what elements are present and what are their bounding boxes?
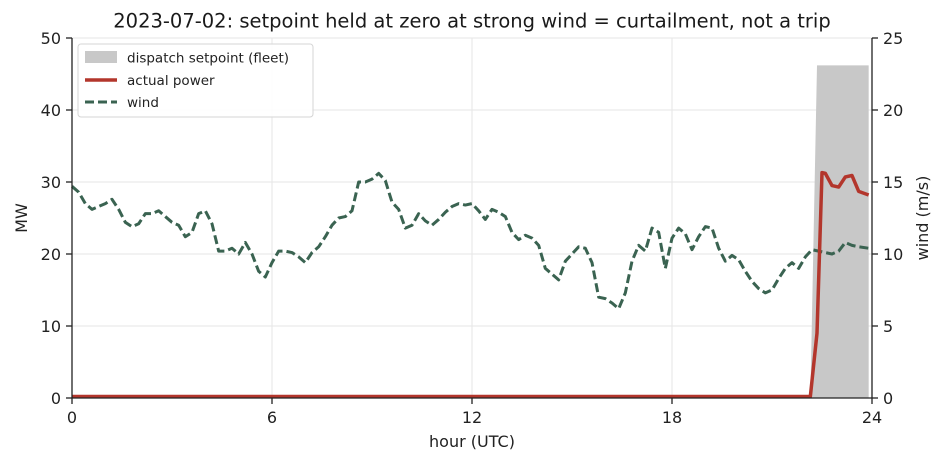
- actual-power-line: [72, 170, 870, 399]
- legend-label-wind: wind: [127, 95, 159, 111]
- x-tick-label: 12: [462, 408, 482, 427]
- y-tick-label: 20: [41, 245, 61, 264]
- x-tick-label: 18: [662, 408, 682, 427]
- y-axis-label: MW: [12, 203, 31, 233]
- y2-tick-label: 25: [883, 29, 903, 48]
- y2-axis-label: wind (m/s): [913, 176, 932, 261]
- y-tick-label: 50: [41, 29, 61, 48]
- wind-line: [71, 171, 869, 311]
- legend: dispatch setpoint (fleet) actual power w…: [77, 43, 314, 118]
- y-tick-label: 40: [41, 101, 61, 120]
- y2-tick-label: 15: [883, 173, 903, 192]
- x-tick-label: 0: [67, 408, 77, 427]
- x-axis-label: hour (UTC): [429, 432, 515, 451]
- y2-tick-label: 10: [883, 245, 903, 264]
- y2-tick-label: 20: [883, 101, 903, 120]
- x-tick-label: 24: [862, 408, 882, 427]
- series-lines: [71, 170, 870, 399]
- y-tick-label: 30: [41, 173, 61, 192]
- y2-tick-label: 5: [883, 317, 893, 336]
- chart-title: 2023-07-02: setpoint held at zero at str…: [113, 10, 830, 33]
- legend-label-actual: actual power: [127, 73, 215, 89]
- legend-label-setpoint: dispatch setpoint (fleet): [127, 51, 289, 67]
- legend-swatch-setpoint: [85, 51, 117, 63]
- y-tick-label: 0: [51, 389, 61, 408]
- x-tick-label: 6: [267, 408, 277, 427]
- legend-box: [77, 43, 314, 118]
- y2-tick-label: 0: [883, 389, 893, 408]
- y-tick-label: 10: [41, 317, 61, 336]
